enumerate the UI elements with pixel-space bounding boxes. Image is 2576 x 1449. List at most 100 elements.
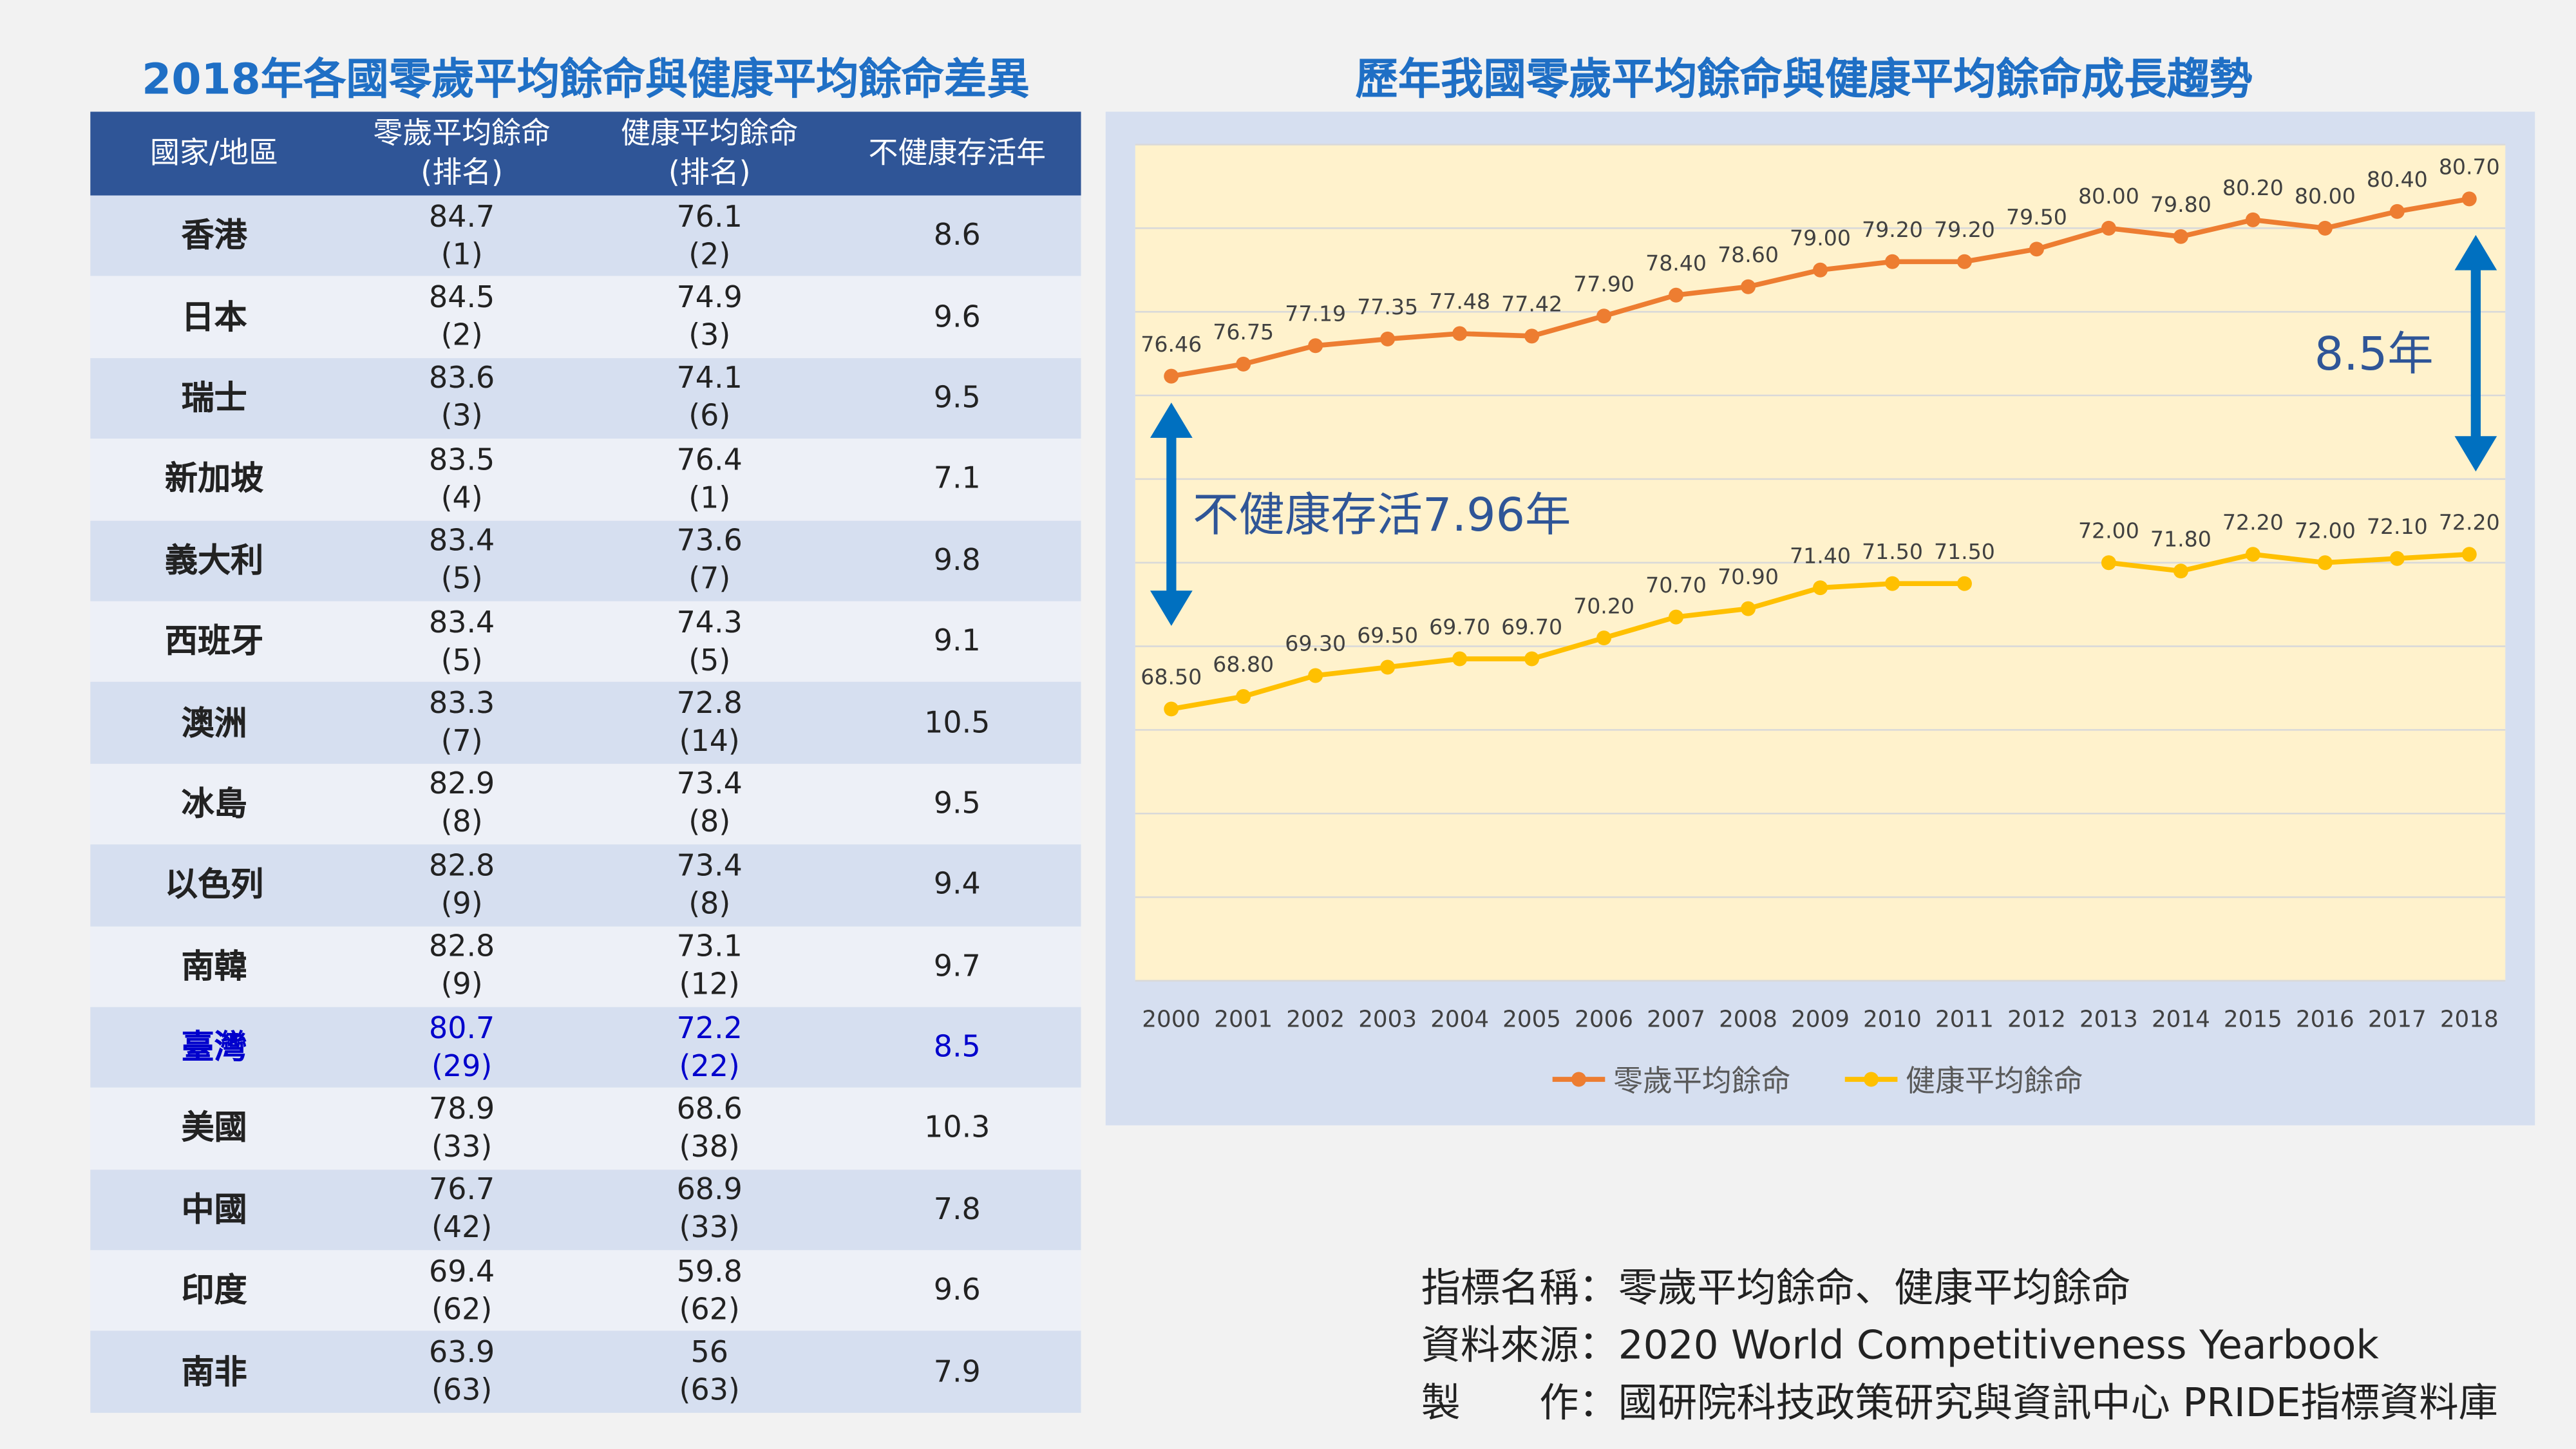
cell: 冰島	[90, 764, 338, 845]
table-title: 2018年各國零歲平均餘命與健康平均餘命差異	[142, 55, 1030, 106]
rank: (42)	[431, 1211, 493, 1246]
data-label: 71.50	[1934, 539, 1995, 564]
cell: 59.8 (62)	[585, 1251, 833, 1332]
rank: (2)	[440, 319, 483, 354]
header-text: 健康平均餘命	[620, 115, 799, 151]
rank: (6)	[688, 400, 731, 435]
data-label: 79.20	[1862, 217, 1923, 242]
marker	[2173, 564, 2188, 579]
cell: 74.3 (5)	[585, 601, 833, 683]
rank: (14)	[679, 724, 740, 759]
rank: (29)	[431, 1049, 493, 1084]
value: 7.1	[933, 462, 981, 497]
marker	[2245, 547, 2260, 562]
cell: 8.5	[833, 1007, 1081, 1088]
marker	[1380, 331, 1396, 346]
cell: 新加坡	[90, 439, 338, 520]
table-row: 日本 84.5 (2) 74.9 (3) 9.6	[90, 276, 1081, 358]
country: 香港	[181, 215, 247, 255]
rank: (8)	[688, 806, 731, 840]
value: 73.4	[676, 849, 743, 884]
data-label: 71.50	[1862, 539, 1923, 564]
data-label: 78.60	[1718, 242, 1779, 267]
cell: 瑞士	[90, 358, 338, 439]
x-tick-label: 2015	[2224, 1006, 2282, 1032]
rank: (3)	[440, 400, 483, 435]
value: 9.4	[933, 867, 981, 903]
data-label: 77.48	[1429, 289, 1490, 314]
cell: 9.6	[833, 277, 1081, 358]
table-row: 南韓 82.8 (9) 73.1 (12) 9.7	[90, 925, 1081, 1007]
cell: 84.5 (2)	[338, 277, 586, 358]
x-tick-label: 2006	[1575, 1006, 1633, 1032]
country: 澳洲	[181, 702, 247, 742]
country: 南韓	[181, 945, 247, 985]
marker	[1380, 659, 1396, 675]
value: 9.8	[933, 543, 981, 578]
x-tick-label: 2011	[1935, 1006, 1994, 1032]
x-tick-label: 2000	[1142, 1006, 1200, 1032]
table-row: 義大利 83.4 (5) 73.6 (7) 9.8	[90, 520, 1081, 601]
rank: (63)	[431, 1374, 493, 1408]
rank: (7)	[440, 724, 483, 759]
cell: 10.3	[833, 1088, 1081, 1170]
table-row: 香港 84.7 (1) 76.1 (2) 8.6	[90, 195, 1081, 277]
data-label: 72.10	[2367, 514, 2428, 539]
value: 10.3	[924, 1111, 990, 1146]
x-tick-label: 2017	[2368, 1006, 2427, 1032]
legend-label: 健康平均餘命	[1906, 1063, 2083, 1098]
footer-line: 指標名稱：零歲平均餘命、健康平均餘命	[1421, 1265, 2131, 1311]
cell: 9.5	[833, 358, 1081, 439]
country: 南非	[181, 1351, 247, 1391]
annotation: 不健康存活7.96年	[1193, 488, 1571, 542]
legend-marker	[1864, 1072, 1879, 1087]
value: 76.1	[676, 200, 743, 234]
marker	[1452, 326, 1468, 341]
cell: 74.1 (6)	[585, 358, 833, 439]
marker	[1524, 651, 1540, 667]
cell: 83.4 (5)	[338, 520, 586, 601]
x-tick-label: 2018	[2440, 1006, 2499, 1032]
marker	[1741, 279, 1756, 294]
country: 臺灣	[181, 1027, 247, 1066]
cell: 82.9 (8)	[338, 764, 586, 845]
x-tick-label: 2008	[1719, 1006, 1777, 1032]
cell: 76.7 (42)	[338, 1170, 586, 1251]
arrow-head	[1150, 402, 1193, 438]
cell: 澳洲	[90, 683, 338, 764]
marker	[1741, 601, 1756, 616]
data-label: 77.19	[1285, 301, 1346, 327]
data-label: 69.70	[1501, 614, 1562, 639]
value: 9.5	[933, 381, 981, 416]
table-row: 中國 76.7 (42) 68.9 (33) 7.8	[90, 1169, 1081, 1251]
rank: (62)	[679, 1293, 740, 1327]
table: 國家/地區 零歲平均餘命 (排名) 健康平均餘命 (排名) 不健康存活年 香港 84.7 (1)…	[90, 111, 1081, 1413]
value: 9.6	[933, 1273, 981, 1309]
marker	[1164, 368, 1179, 384]
annotation: 8.5年	[2315, 327, 2434, 381]
x-tick-label: 2013	[2079, 1006, 2138, 1032]
country: 瑞士	[181, 377, 247, 417]
cell: 78.9 (33)	[338, 1088, 586, 1170]
data-label: 76.46	[1141, 332, 1202, 357]
data-label: 80.00	[2078, 184, 2139, 209]
marker	[1956, 576, 1972, 591]
rank: (38)	[679, 1130, 740, 1165]
marker	[2029, 242, 2044, 257]
table-row: 西班牙 83.4 (5) 74.3 (5) 9.1	[90, 601, 1081, 683]
cell: 83.3 (7)	[338, 683, 586, 764]
cell: 56 (63)	[585, 1332, 833, 1413]
cell: 69.4 (62)	[338, 1251, 586, 1332]
value: 10.5	[924, 705, 990, 741]
marker	[1524, 328, 1540, 344]
rank: (63)	[679, 1374, 740, 1408]
data-label: 70.70	[1645, 573, 1707, 598]
cell: 9.8	[833, 520, 1081, 601]
x-tick-label: 2002	[1286, 1006, 1345, 1032]
data-label: 69.50	[1357, 623, 1418, 648]
marker	[2461, 547, 2477, 562]
data-label: 80.20	[2222, 175, 2284, 200]
rank: (3)	[688, 319, 731, 354]
data-label: 79.80	[2150, 192, 2211, 217]
